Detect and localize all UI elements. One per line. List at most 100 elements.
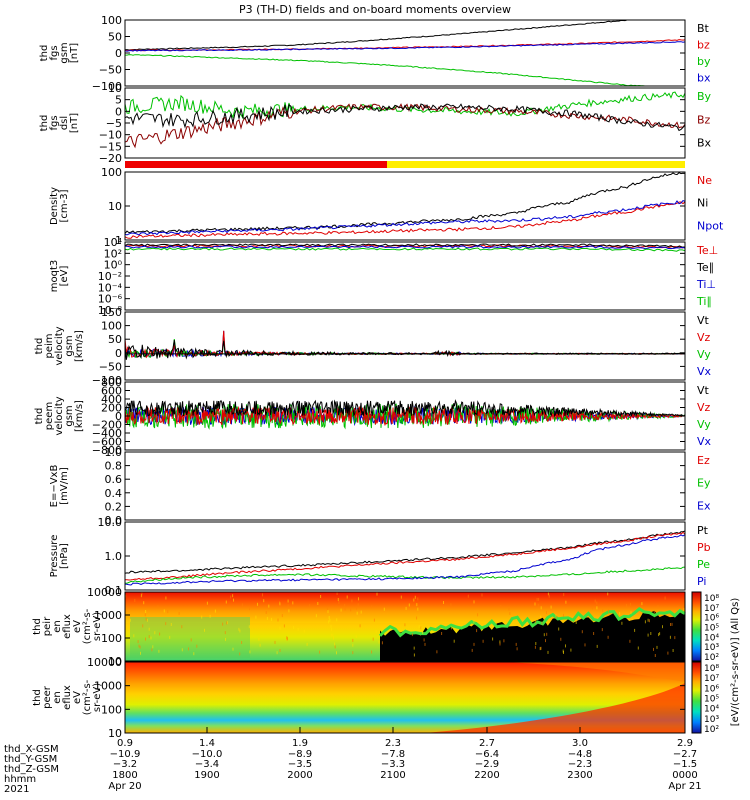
peir-speckle — [537, 603, 539, 607]
peir-speckle — [358, 597, 359, 601]
peir-speckle — [439, 626, 441, 630]
peir-speckle — [416, 616, 418, 620]
peir-speckle — [538, 597, 540, 601]
peir-speckle — [148, 635, 150, 639]
peir-speckle — [279, 602, 281, 606]
fgs-gsm-bx-line — [124, 41, 686, 52]
ytick-label: 100 — [101, 703, 122, 716]
peir-speckle — [340, 608, 342, 612]
peir-speckle — [248, 625, 250, 629]
panel-frame-pressure — [124, 521, 686, 591]
colorbar-tick: 10⁵ — [704, 624, 719, 634]
ytick-label: −200 — [92, 419, 122, 432]
peir-speckle — [648, 619, 650, 623]
peir-speckle — [375, 630, 377, 634]
xaxis-y-value: −3.4 — [195, 759, 219, 770]
peir-speckle — [482, 639, 484, 643]
peir-speckle — [662, 625, 663, 629]
ylabel-line: sr-eV) — [92, 612, 103, 641]
peir-speckle — [165, 596, 167, 600]
pressure-pe-line — [124, 566, 686, 584]
peir-speckle — [534, 645, 536, 649]
peir-speckle — [473, 642, 475, 646]
ylabel-line: (cm²-s- — [82, 679, 93, 715]
peir-speckle — [408, 603, 410, 607]
peir-speckle — [332, 633, 334, 637]
fgs-dsl-bx-line — [124, 103, 686, 132]
peir-speckle — [647, 618, 649, 622]
ytick-label: 100 — [101, 632, 122, 645]
peir-speckle — [287, 604, 289, 608]
peir-speckle — [329, 618, 331, 622]
legend-vy: Vy — [697, 418, 711, 431]
ytick-label: 600 — [101, 385, 122, 398]
xaxis-time-value: 2000 — [287, 770, 312, 781]
fgs-gsm-bt-line — [124, 19, 685, 51]
xaxis-y-value: −2.9 — [475, 759, 499, 770]
peir-speckle — [436, 650, 438, 654]
peir-speckle — [417, 597, 419, 601]
panel-frame-efield — [124, 451, 686, 521]
peir-speckle — [190, 638, 192, 642]
peir-speckle — [499, 642, 501, 646]
peir-speckle — [555, 615, 557, 619]
peir-speckle — [309, 604, 311, 608]
peir-speckle — [326, 607, 328, 611]
peir-speckle — [137, 640, 139, 644]
peir-speckle — [259, 643, 261, 647]
peem-vel-line-3 — [124, 399, 686, 418]
peir-speckle — [400, 595, 402, 599]
ytick-label: 10000 — [87, 656, 122, 669]
ylabel-line: thd — [34, 338, 45, 355]
peir-speckle — [145, 617, 147, 621]
peir-speckle — [356, 611, 358, 615]
legend-ti∥: Ti∥ — [696, 295, 712, 308]
peir-speckle — [241, 603, 243, 607]
ylabel-line: peim — [44, 333, 55, 358]
ytick-label: −5 — [106, 117, 122, 130]
ylabel-line: velocity — [54, 326, 65, 365]
peir-speckle — [157, 605, 159, 609]
ytick-label: −100 — [92, 374, 122, 387]
peir-speckle — [417, 607, 419, 611]
peir-green-patch — [130, 617, 250, 658]
peir-speckle — [181, 625, 183, 629]
ytick-label: 0 — [115, 47, 122, 60]
legend-vz: Vz — [697, 401, 711, 414]
peir-speckle — [320, 595, 322, 598]
peir-speckle — [249, 607, 250, 611]
peir-speckle — [239, 652, 241, 656]
colorbar-label: [eV/(cm²-s-sr-eV)] (All Qs) — [730, 598, 741, 727]
legend-bx: bx — [697, 72, 711, 85]
xaxis-row-label: thd_Z-GSM — [4, 764, 59, 775]
colorbar-tick: 10⁴ — [704, 705, 719, 715]
peir-speckle — [670, 623, 671, 626]
peir-speckle — [138, 644, 140, 648]
ytick-label: 10 — [108, 82, 122, 95]
peir-speckle — [596, 644, 598, 648]
legend-vx: Vx — [697, 365, 712, 378]
ylabel-line: [nPa] — [59, 543, 70, 569]
colorbar-0 — [691, 591, 702, 662]
peir-speckle — [238, 627, 240, 631]
legend-pi: Pi — [697, 575, 706, 588]
peir-speckle — [165, 622, 167, 626]
ytick-label: −400 — [92, 427, 122, 440]
peir-speckle — [145, 610, 147, 613]
peir-speckle — [634, 628, 636, 632]
peir-speckle — [443, 601, 444, 604]
peir-speckle — [181, 648, 183, 652]
ytick-label: −50 — [99, 360, 122, 373]
colorbar-tick: 10⁷ — [704, 604, 719, 614]
peir-speckle — [281, 614, 283, 618]
peir-speckle — [306, 642, 308, 646]
peir-speckle — [227, 621, 228, 625]
ytick-label: 100 — [101, 14, 122, 27]
colorbar-tick: 10⁶ — [704, 684, 719, 694]
panel-frame-peir — [124, 591, 686, 662]
ytick-label: −600 — [92, 436, 122, 449]
xaxis-time-value: 0000 — [672, 770, 697, 781]
peir-speckle — [222, 622, 224, 626]
xaxis-x-value: −6.4 — [475, 749, 499, 760]
peir-speckle — [287, 599, 289, 603]
